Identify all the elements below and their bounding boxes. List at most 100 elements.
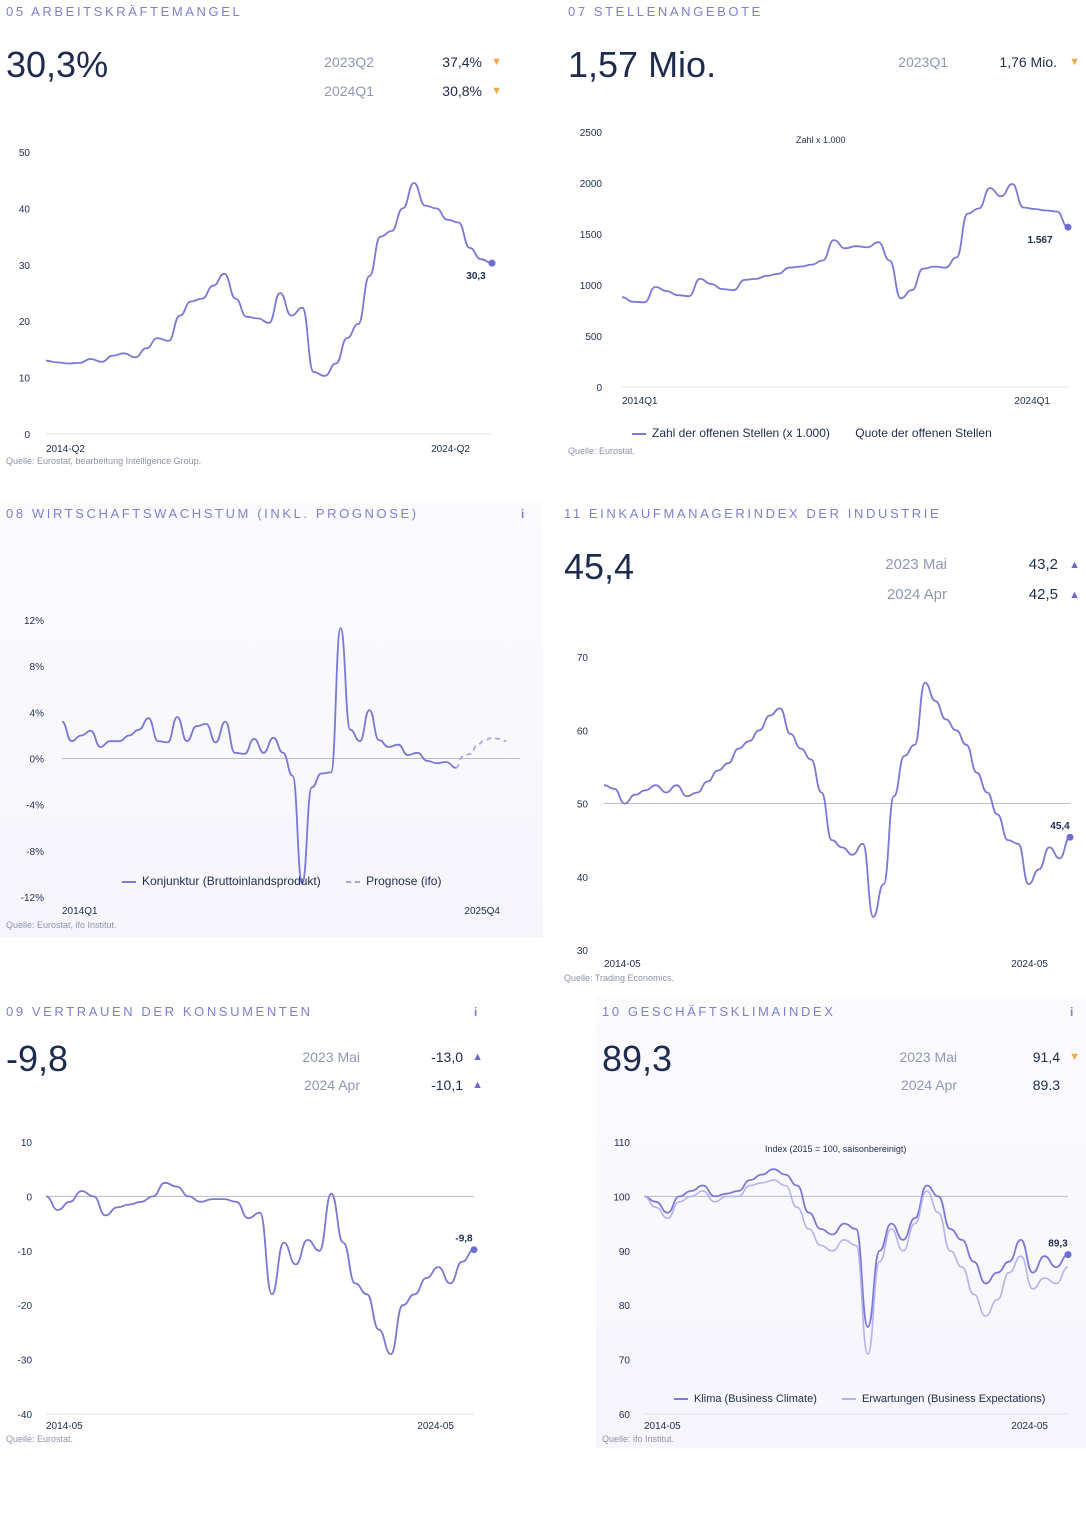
- compare-label: 2023Q2: [324, 54, 374, 70]
- y-tick-label: 0: [596, 383, 602, 394]
- compare-row: 2024 Apr 42,5 ▲: [558, 586, 1086, 606]
- legend-label: Erwartungen (Business Expectations): [861, 1393, 1046, 1405]
- compare-label: 2023 Mai: [885, 556, 947, 573]
- y-tick-label: 0: [24, 430, 30, 441]
- source-note: Quelle: Trading Economics.: [564, 973, 675, 983]
- y-tick-label: -12%: [21, 893, 44, 904]
- panel-title: 07 STELLENANGEBOTE: [568, 4, 763, 19]
- series-line: [621, 183, 1069, 304]
- end-point-marker: [1064, 1251, 1072, 1259]
- y-tick-label: 60: [619, 1410, 631, 1421]
- kpi-value: 89,3: [602, 1038, 673, 1079]
- panel-einkaufsmanagerindex: 11 EINKAUFMANAGERINDEX DER INDUSTRIE 45,…: [558, 500, 1086, 990]
- compare-value: 1,76 Mio.: [999, 54, 1057, 70]
- y-tick-label: 1000: [580, 281, 603, 292]
- legend-swatch: [841, 1398, 856, 1401]
- compare-value: 89.3: [1032, 1077, 1060, 1093]
- y-tick-label: 110: [614, 1138, 630, 1149]
- y-tick-label: 70: [619, 1356, 631, 1367]
- end-value-label: 45,4: [1050, 821, 1070, 832]
- compare-label: 2024Q1: [324, 83, 374, 99]
- legend-swatch: [674, 1398, 688, 1401]
- compare-row: 2024 Apr -10,1 ▲: [0, 1077, 500, 1097]
- trend-up-icon: ▲: [1069, 559, 1080, 571]
- y-tick-label: -20: [18, 1301, 33, 1312]
- compare-value: -10,1: [431, 1077, 463, 1093]
- legend-item: Quote der offenen Stellen: [855, 426, 992, 440]
- x-tick-label: 2014Q1: [62, 906, 98, 917]
- trend-down-icon: ▼: [1069, 56, 1080, 68]
- info-icon[interactable]: i: [521, 507, 525, 521]
- y-tick-label: 60: [577, 726, 589, 737]
- compare-value: -13,0: [431, 1049, 463, 1065]
- compare-row: 2023Q1 1,76 Mio. ▼: [560, 54, 1086, 74]
- y-tick-label: -30: [18, 1356, 33, 1367]
- line-chart: 0 10 20 30 40 50 2014-Q2 2024-Q2 30,3: [19, 148, 496, 455]
- y-tick-label: 1500: [580, 230, 603, 241]
- y-tick-label: 20: [19, 317, 31, 328]
- kpi-value: -9,8: [6, 1038, 69, 1079]
- x-tick-label: 2014-05: [644, 1421, 681, 1432]
- compare-value: 42,5: [1028, 586, 1058, 603]
- end-value-label: 1.567: [1027, 235, 1052, 246]
- legend-item: Prognose (ifo): [346, 874, 441, 888]
- x-tick-label: 2024-05: [1011, 1421, 1048, 1432]
- y-tick-label: 50: [19, 148, 31, 159]
- y-tick-label: 70: [577, 653, 589, 664]
- y-tick-label: 4%: [30, 708, 45, 719]
- y-tick-label: 50: [577, 800, 589, 811]
- legend-item: Klima (Business Climate): [674, 1393, 817, 1405]
- kpi-value: 45,4: [564, 546, 635, 587]
- chart-subtitle: Zahl x 1.000: [796, 135, 846, 145]
- info-icon[interactable]: i: [474, 1005, 478, 1019]
- panel-stellenangebote: 07 STELLENANGEBOTE 1,57 Mio. 2023Q1 1,76…: [560, 0, 1086, 480]
- y-tick-label: 30: [19, 261, 31, 272]
- legend-label: Quote der offenen Stellen: [855, 426, 992, 440]
- x-tick-label: 2014-05: [604, 959, 641, 970]
- panel-title: 08 WIRTSCHAFTSWACHSTUM (INKL. PROGNOSE): [6, 506, 419, 521]
- legend-item: Zahl der offenen Stellen (x 1.000): [632, 426, 830, 440]
- y-tick-label: 40: [19, 204, 31, 215]
- series-line: [61, 627, 457, 885]
- panel-title: 05 ARBEITSKRÄFTEMANGEL: [6, 4, 243, 19]
- compare-label: 2023 Mai: [302, 1049, 360, 1065]
- end-value-label: -9,8: [455, 1234, 473, 1245]
- trend-up-icon: ▲: [472, 1051, 483, 1063]
- info-icon[interactable]: i: [1070, 1005, 1074, 1019]
- y-tick-label: 0%: [30, 755, 45, 766]
- x-tick-label: 2024Q1: [1014, 396, 1050, 407]
- compare-row: 2024Q1 30,8% ▼: [0, 83, 520, 103]
- x-tick-label: 2014-05: [46, 1421, 83, 1432]
- panel-arbeitskraeftemangel: 05 ARBEITSKRÄFTEMANGEL 30,3% 2023Q2 37,4…: [0, 0, 530, 480]
- y-tick-label: -8%: [26, 847, 44, 858]
- chart-legend: Klima (Business Climate) Erwartungen (Bu…: [674, 1393, 1067, 1405]
- y-tick-label: -4%: [26, 801, 44, 812]
- end-point-marker: [1064, 223, 1072, 231]
- x-tick-label: 2025Q4: [464, 906, 500, 917]
- trend-down-icon: ▼: [491, 85, 502, 97]
- kpi-value: 1,57 Mio.: [568, 44, 717, 85]
- trend-down-icon: ▼: [491, 56, 502, 68]
- kpi-value: 30,3%: [6, 44, 109, 85]
- legend-item: Erwartungen (Business Expectations): [841, 1393, 1046, 1405]
- compare-value: 91,4: [1032, 1049, 1060, 1065]
- trend-up-icon: ▲: [472, 1079, 483, 1091]
- end-point-marker: [470, 1246, 478, 1254]
- series-line: [643, 1168, 1069, 1328]
- legend-swatch: [632, 432, 646, 435]
- source-note: Quelle: Eurostat, ifo Institut.: [6, 920, 117, 930]
- line-chart: 30 40 50 60 70 2014-05 2024-05 45,4: [577, 653, 1074, 970]
- series-line: [45, 182, 493, 377]
- source-note: Quelle: Eurostat, bearbeitung Intelligen…: [6, 456, 202, 466]
- end-point-marker: [488, 259, 496, 267]
- x-tick-label: 2014-Q2: [46, 444, 85, 455]
- legend-label: Zahl der offenen Stellen (x 1.000): [652, 426, 830, 440]
- compare-label: 2023Q1: [898, 54, 948, 70]
- compare-label: 2024 Apr: [303, 1077, 360, 1093]
- compare-label: 2024 Apr: [900, 1077, 957, 1093]
- end-value-label: 89,3: [1048, 1239, 1068, 1250]
- x-tick-label: 2024-Q2: [431, 444, 470, 455]
- legend-swatch: [122, 880, 136, 883]
- panel-title: 11 EINKAUFMANAGERINDEX DER INDUSTRIE: [564, 506, 942, 521]
- legend-label: Prognose (ifo): [366, 874, 442, 888]
